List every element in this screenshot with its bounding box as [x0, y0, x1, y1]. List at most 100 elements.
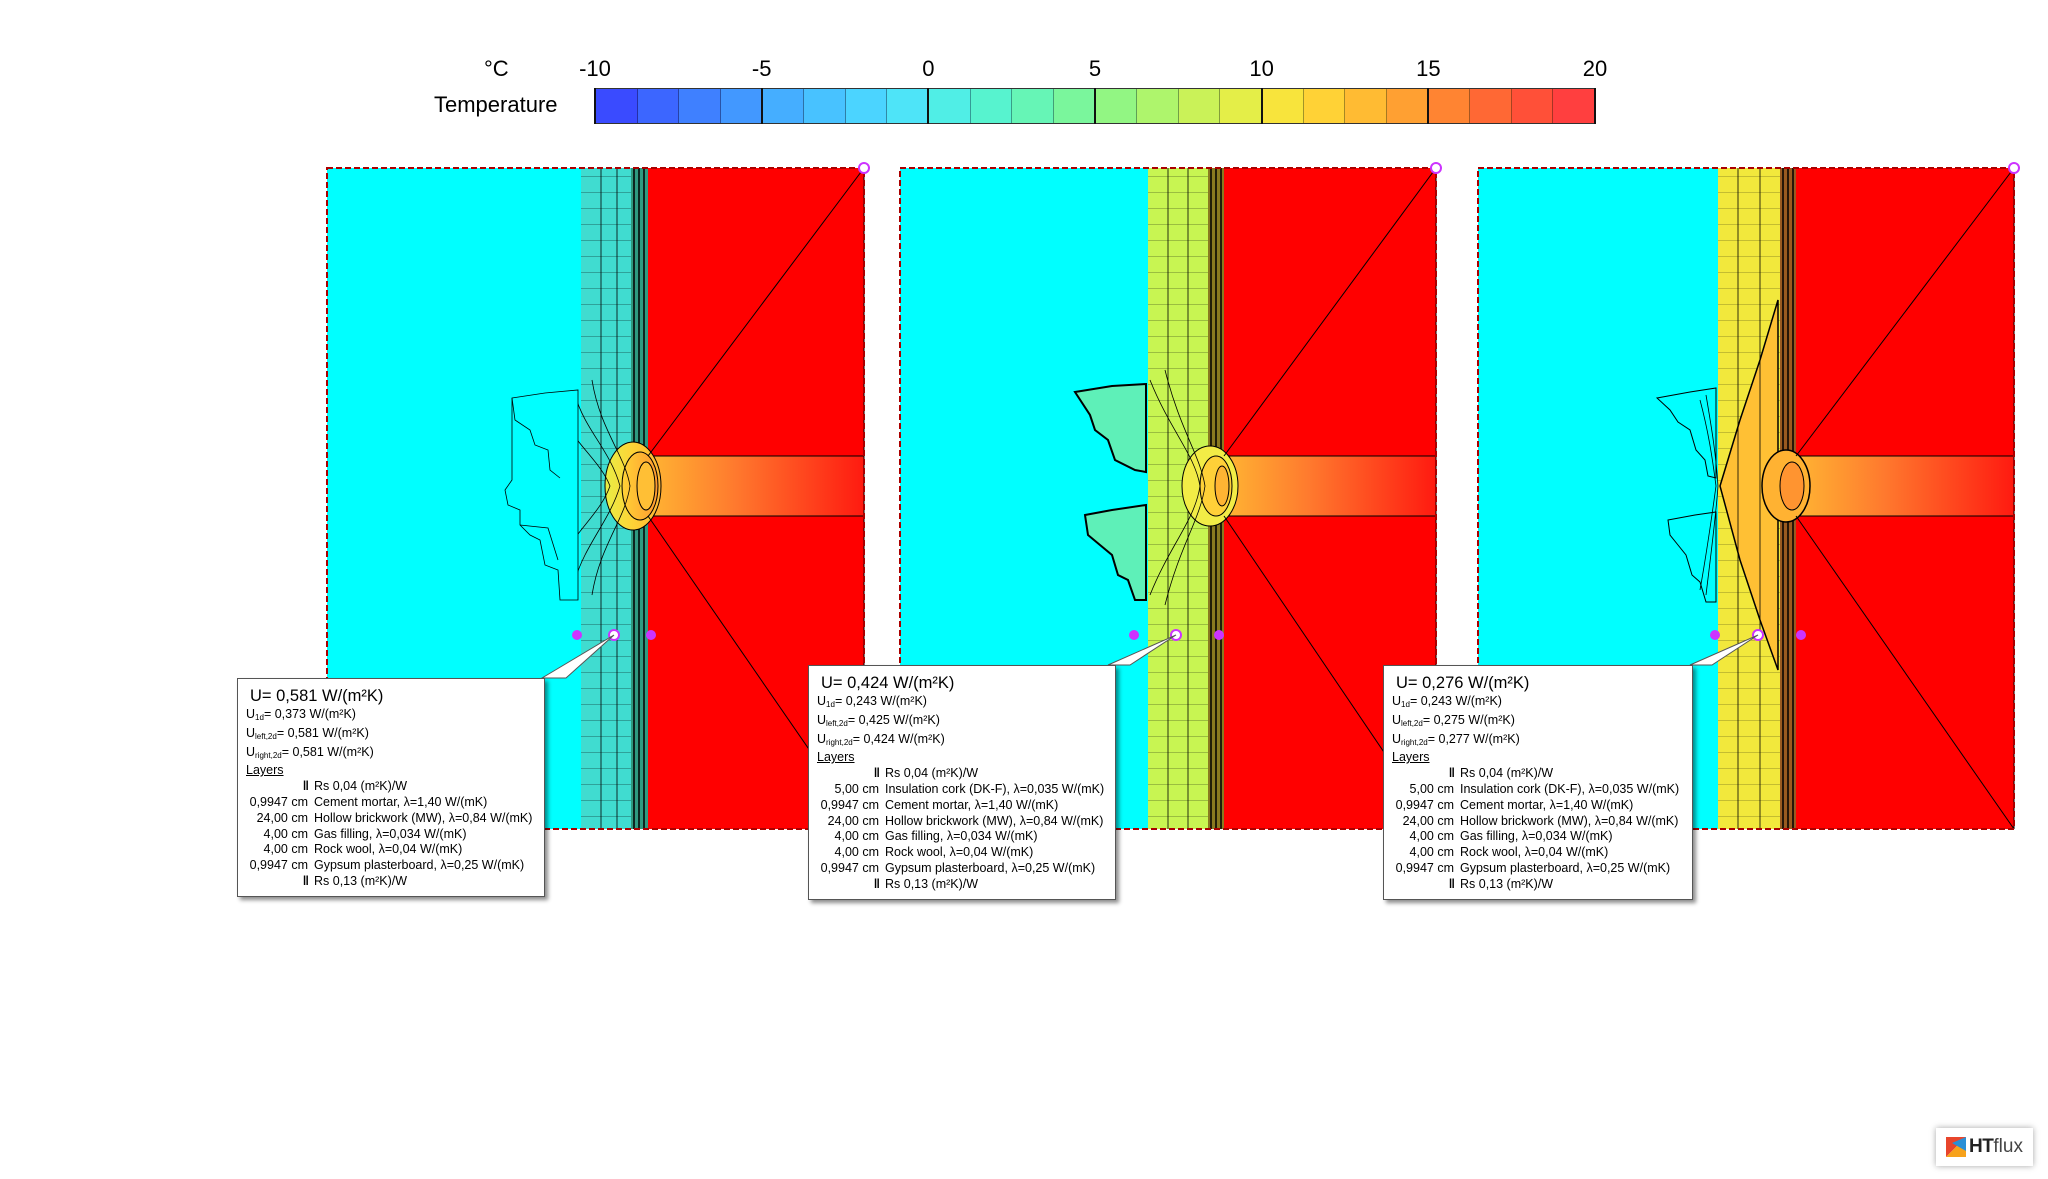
layer-row: 0,9947 cm Cement mortar, λ=1,40 W/(mK)	[817, 798, 1107, 814]
layer-thickness: 0,9947 cm	[1395, 797, 1454, 812]
left-marker[interactable]	[1710, 630, 1720, 640]
colorbar-tick	[1094, 88, 1096, 124]
layers-header: Layers	[817, 750, 855, 765]
colorbar-tick-label: 0	[922, 56, 935, 81]
colorbar-segment	[1095, 89, 1138, 123]
colorbar-segment	[1386, 89, 1429, 123]
right-marker[interactable]	[1214, 630, 1224, 640]
tooltip-pointer	[540, 634, 615, 679]
u-value: U= 0,581 W/(m²K)	[250, 687, 384, 705]
colorbar-tick	[927, 88, 930, 124]
layer-row: 4,00 cm Rock wool, λ=0,04 W/(mK)	[246, 842, 536, 858]
layer-row: ‖ Rs 0,13 (m²K)/W	[246, 874, 536, 890]
panel-border	[326, 167, 865, 830]
colorbar-segment	[1262, 89, 1304, 123]
u-value: U= 0,424 W/(m²K)	[821, 674, 955, 692]
layer-row: 0,9947 cm Gypsum plasterboard, λ=0,25 W/(…	[1392, 861, 1684, 877]
floor-joint	[1796, 456, 2014, 516]
layer-thickness: 24,00 cm	[256, 810, 308, 825]
layers-header: Layers	[246, 763, 284, 778]
colorbar-tick-label: 20	[1582, 56, 1608, 81]
layer-description: Rock wool, λ=0,04 W/(mK)	[314, 842, 463, 857]
layer-row: 4,00 cm Rock wool, λ=0,04 W/(mK)	[1392, 845, 1684, 861]
colorbar-tick-label: 10	[1249, 56, 1274, 81]
u-1d: U1d= 0,243 W/(m²K)	[817, 694, 927, 709]
colorbar-segment	[1470, 89, 1512, 123]
corner-marker[interactable]	[858, 162, 870, 174]
u-value-tooltip-3: U= 0,276 W/(m²K) U1d= 0,243 W/(m²K) Ulef…	[1383, 665, 1693, 900]
left-marker[interactable]	[1129, 630, 1139, 640]
layer-thickness: 24,00 cm	[827, 813, 879, 828]
logo-text-bold: HT	[1969, 1136, 1994, 1157]
colorbar-segment	[1053, 89, 1096, 123]
u-1d: U1d= 0,243 W/(m²K)	[1392, 694, 1502, 709]
layer-thickness: 4,00 cm	[263, 842, 308, 857]
layer-row: ‖ Rs 0,13 (m²K)/W	[817, 877, 1107, 893]
u-left-2d: Uleft,2d= 0,425 W/(m²K)	[817, 712, 940, 728]
colorbar-segment	[1137, 89, 1179, 123]
colorbar-segment	[970, 89, 1013, 123]
layer-description: Rs 0,04 (m²K)/W	[314, 779, 408, 794]
layer-thickness: 0,9947 cm	[249, 794, 308, 809]
layer-description: Cement mortar, λ=1,40 W/(mK)	[314, 794, 488, 809]
layer-thickness: 4,00 cm	[263, 826, 308, 841]
colorbar-segment	[596, 89, 638, 123]
colorbar-segment	[1012, 89, 1054, 123]
corner-marker[interactable]	[2008, 162, 2020, 174]
tooltip-pointer	[1107, 634, 1177, 666]
colorbar-tick	[1427, 88, 1430, 124]
colorbar-segment	[804, 89, 846, 123]
layer-description: Rock wool, λ=0,04 W/(mK)	[885, 845, 1034, 860]
layer-thickness: 24,00 cm	[1402, 813, 1454, 828]
floor-joint	[1224, 456, 1436, 516]
u-right-2d: Uright,2d= 0,277 W/(m²K)	[1392, 731, 1520, 747]
layer-thickness: 4,00 cm	[1409, 829, 1454, 844]
colorbar-segment	[845, 89, 888, 123]
layer-description: Cement mortar, λ=1,40 W/(mK)	[885, 797, 1059, 812]
layer-thickness: ‖	[873, 876, 880, 891]
layer-thickness: ‖	[873, 766, 880, 781]
layer-thickness: 4,00 cm	[1409, 845, 1454, 860]
colorbar-tick	[1260, 88, 1263, 124]
right-marker[interactable]	[646, 630, 656, 640]
corner-marker[interactable]	[1430, 162, 1442, 174]
colorbar-tick-label: -5	[751, 56, 772, 81]
layer-description: Gas filling, λ=0,034 W/(mK)	[885, 829, 1038, 844]
colorbar-segment	[929, 89, 971, 123]
u-1d: U1d= 0,373 W/(m²K)	[246, 707, 356, 722]
panel-border	[1477, 167, 2015, 830]
layer-list: ‖ Rs 0,04 (m²K)/W 5,00 cm Insulation cork (…	[817, 766, 1107, 892]
layer-row: ‖ Rs 0,04 (m²K)/W	[246, 779, 536, 795]
layer-description: Hollow brickwork (MW), λ=0,84 W/(mK)	[885, 813, 1104, 828]
left-marker[interactable]	[572, 630, 582, 640]
layer-row: 0,9947 cm Cement mortar, λ=1,40 W/(mK)	[1392, 798, 1684, 814]
layer-description: Gas filling, λ=0,034 W/(mK)	[314, 826, 467, 841]
layer-row: 5,00 cm Insulation cork (DK-F), λ=0,035 W…	[1392, 782, 1684, 798]
layer-row: 0,9947 cm Gypsum plasterboard, λ=0,25 W/(…	[246, 858, 536, 874]
layer-description: Insulation cork (DK-F), λ=0,035 W/(mK)	[885, 781, 1105, 796]
window-sill-profile	[504, 389, 579, 601]
tooltip-pointer	[1689, 634, 1759, 666]
window-head-profile	[1655, 387, 1717, 479]
colorbar-tick-label: -10	[579, 56, 611, 81]
layer-row: ‖ Rs 0,04 (m²K)/W	[1392, 766, 1684, 782]
layer-list: ‖ Rs 0,04 (m²K)/W 0,9947 cm Cement mortar, …	[246, 779, 536, 890]
colorbar-segment	[887, 89, 929, 123]
colorbar-segment	[1511, 89, 1554, 123]
layer-description: Hollow brickwork (MW), λ=0,84 W/(mK)	[1460, 813, 1679, 828]
layer-thickness: ‖	[302, 873, 309, 888]
layer-row: 4,00 cm Gas filling, λ=0,034 W/(mK)	[1392, 829, 1684, 845]
legend-title: Temperature	[434, 92, 558, 117]
layer-row: ‖ Rs 0,13 (m²K)/W	[1392, 877, 1684, 893]
layer-description: Rs 0,04 (m²K)/W	[885, 766, 979, 781]
right-marker[interactable]	[1796, 630, 1806, 640]
layer-row: 0,9947 cm Cement mortar, λ=1,40 W/(mK)	[246, 795, 536, 811]
colorbar-tick	[1594, 88, 1596, 124]
colorbar-segment	[637, 89, 680, 123]
u-value-tooltip-2: U= 0,424 W/(m²K) U1d= 0,243 W/(m²K) Ulef…	[808, 665, 1116, 900]
layer-description: Gypsum plasterboard, λ=0,25 W/(mK)	[314, 858, 525, 873]
window-sill-profile	[1083, 503, 1147, 601]
temperature-colorbar	[595, 88, 1595, 124]
layer-description: Rs 0,13 (m²K)/W	[885, 876, 979, 891]
